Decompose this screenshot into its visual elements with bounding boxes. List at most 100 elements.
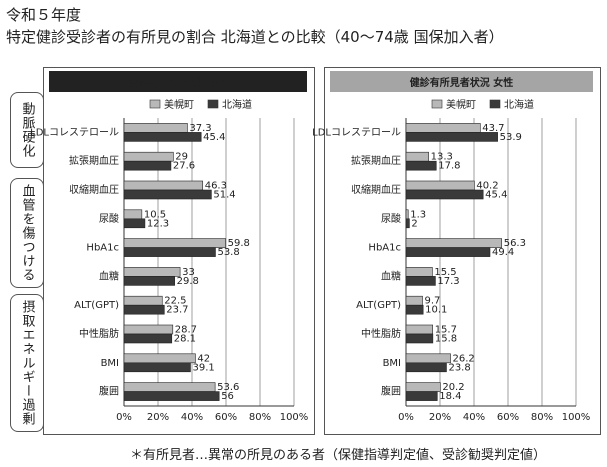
bar-female-4-1 [405,247,491,257]
category-label-male-6: ALT(GPT) [74,300,119,311]
bar-male-1-0 [123,151,174,162]
category-label-female-6: ALT(GPT) [356,300,401,311]
data-label-female-4-0: 56.3 [504,238,526,249]
data-label-male-9-0: 53.6 [217,382,239,393]
legend-swatch-female-0 [431,99,443,109]
category-label-female-4: HbA1c [368,243,401,254]
bar-male-9-1 [123,391,220,401]
chart-header-female [330,71,593,92]
category-label-male-2: 収縮期血圧 [69,183,119,196]
data-label-female-2-1: 45.4 [485,190,507,201]
category-group-label: 血管を傷つける [19,184,35,282]
category-label-female-2: 収縮期血圧 [351,183,401,196]
bar-male-7-1 [123,333,173,344]
category-label-male-9: 腹囲 [99,385,119,398]
data-label-male-3-0: 10.5 [144,209,166,220]
bar-male-2-0 [123,180,204,191]
bar-female-0-0 [405,123,481,133]
bar-female-2-1 [405,189,484,200]
x-tick-label-male-4: 80% [249,412,271,423]
bar-female-8-0 [405,353,451,364]
chart-title-female: 健診有所見者状況 女性 [410,76,513,89]
data-label-male-2-1: 51.4 [213,190,235,201]
x-tick-label-female-2: 40% [463,412,485,423]
data-label-female-2-0: 40.2 [476,181,498,192]
bar-female-8-1 [405,362,447,373]
data-label-female-6-1: 10.1 [425,305,447,316]
bar-male-8-1 [123,362,191,373]
page-title: 特定健診受診者の有所見の割合 北海道との比較（40～74歳 国保加入者） [6,28,504,46]
category-label-male-4: HbA1c [86,243,119,254]
bar-male-4-0 [123,238,226,248]
data-label-male-5-1: 29.8 [177,276,199,287]
category-group-arteriosclerosis: 動脈硬化 [10,92,44,168]
data-label-male-9-1: 56 [221,391,234,402]
data-label-male-3-1: 12.3 [147,218,169,229]
category-label-male-5: 血糖 [99,269,119,282]
bar-female-5-0 [405,267,433,277]
bar-female-3-0 [405,209,409,220]
bar-female-0-1 [405,132,498,142]
data-label-male-7-0: 28.7 [175,325,197,336]
chart-panel-female [324,67,601,435]
data-label-female-1-1: 17.8 [438,161,460,172]
data-label-male-7-1: 28.1 [174,334,196,345]
data-label-female-0-0: 43.7 [482,123,504,134]
legend-label-male-1: 北海道 [222,98,252,111]
bar-male-1-1 [123,160,172,171]
category-group-label: 動脈硬化 [19,102,35,158]
data-label-male-1-1: 27.6 [173,161,195,172]
data-label-female-3-1: 2 [411,218,417,229]
bar-female-4-0 [405,238,503,248]
footnote: ＊有所見者…異常の所見のある者（保健指導判定値、受診勧奨判定値） [130,448,547,463]
data-label-female-5-1: 17.3 [437,276,459,287]
data-label-male-0-0: 37.3 [189,123,211,134]
category-label-female-0: LDLコレステロール [312,127,401,138]
data-label-male-4-0: 59.8 [228,238,250,249]
data-label-female-8-0: 26.2 [453,353,475,364]
bar-female-7-0 [405,324,433,335]
x-tick-label-male-0: 0% [116,412,132,423]
data-label-male-0-1: 45.4 [203,132,225,143]
data-label-male-5-0: 33 [182,267,195,278]
category-label-male-7: 中性脂肪 [79,327,119,340]
data-label-male-1-0: 29 [175,152,188,163]
data-label-female-7-0: 15.7 [435,325,457,336]
bar-female-1-1 [405,160,437,171]
legend-label-female-1: 北海道 [504,98,534,111]
x-tick-label-female-1: 20% [429,412,451,423]
category-label-male-8: BMI [101,358,119,369]
data-label-male-4-1: 53.8 [217,247,239,258]
bar-male-5-1 [123,276,175,286]
bar-male-4-1 [123,247,216,257]
bar-female-9-0 [405,382,441,392]
bar-female-5-1 [405,276,436,286]
category-label-female-1: 拡張期血圧 [351,154,401,167]
bar-male-2-1 [123,189,212,200]
bar-male-6-0 [123,295,163,306]
bar-male-7-0 [123,324,174,335]
bar-male-8-0 [123,353,196,364]
x-tick-label-male-2: 40% [181,412,203,423]
data-label-female-6-0: 9.7 [424,296,440,307]
bar-female-7-1 [405,333,434,344]
data-label-female-8-1: 23.8 [448,362,470,373]
category-label-female-7: 中性脂肪 [361,327,401,340]
data-label-male-8-0: 42 [197,353,210,364]
bar-female-3-1 [405,218,410,229]
page-title-year: 令和５年度 [6,6,82,24]
data-label-female-0-1: 53.9 [500,132,522,143]
data-label-female-9-0: 20.2 [442,382,464,393]
legend-swatch-male-0 [149,99,161,109]
x-tick-label-male-1: 20% [147,412,169,423]
category-label-female-3: 尿酸 [381,212,401,225]
bar-male-3-0 [123,209,143,220]
data-label-female-7-1: 15.8 [435,334,457,345]
bar-male-0-1 [123,132,202,142]
data-label-male-6-0: 22.5 [164,296,186,307]
data-label-female-1-0: 13.3 [431,152,453,163]
category-label-male-3: 尿酸 [99,212,119,225]
category-group-excess-energy: 摂取エネルギー過剰 [10,294,44,432]
bar-female-9-1 [405,391,438,401]
